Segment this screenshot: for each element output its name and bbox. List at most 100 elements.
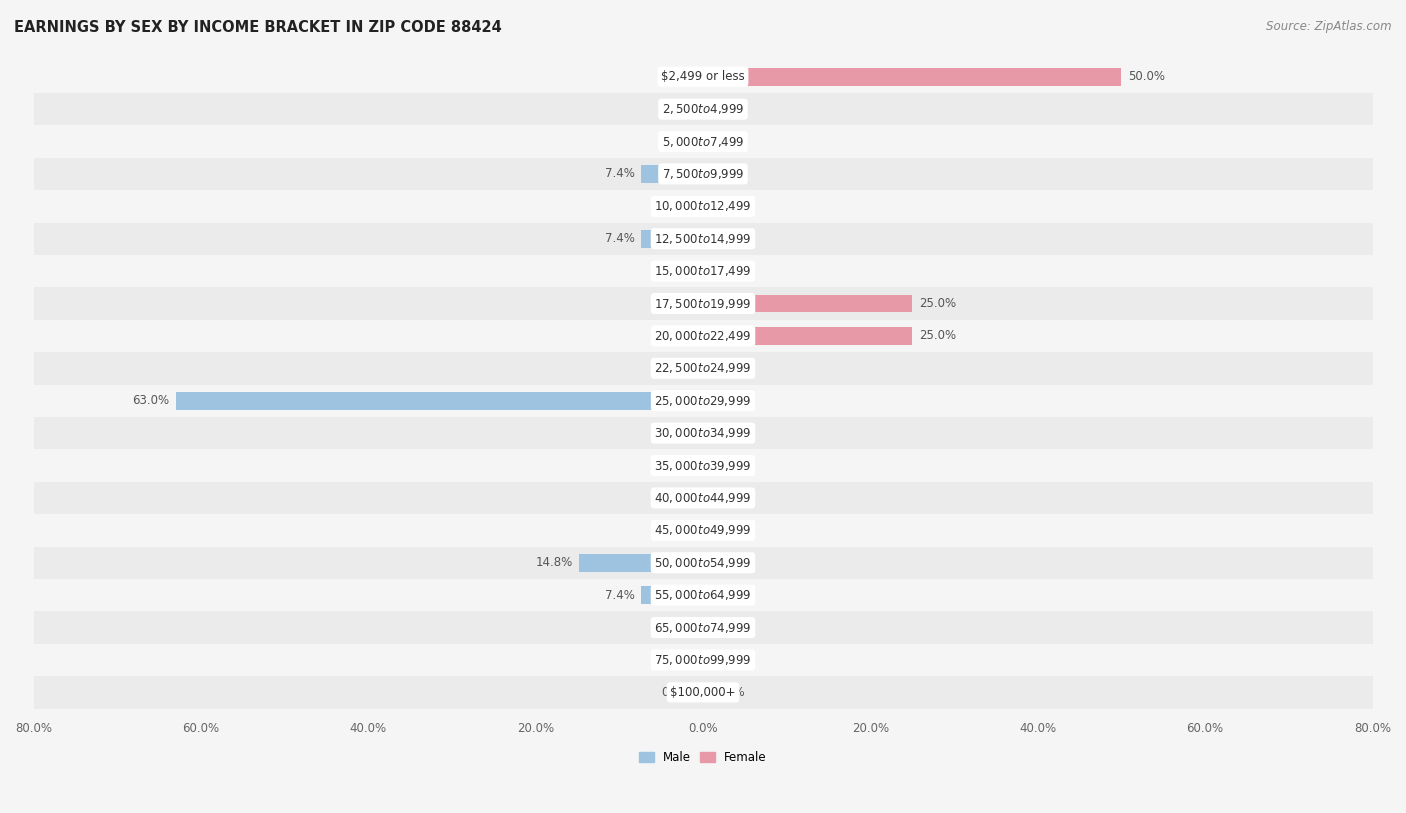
Bar [34,450,1372,482]
Text: $65,000 to $74,999: $65,000 to $74,999 [654,620,752,635]
Legend: Male, Female: Male, Female [634,746,772,768]
Bar [699,198,703,215]
Text: 0.0%: 0.0% [716,264,745,277]
Text: 0.0%: 0.0% [661,200,690,213]
Text: $15,000 to $17,499: $15,000 to $17,499 [654,264,752,278]
Text: 25.0%: 25.0% [920,297,956,310]
Bar [703,392,707,410]
Bar [699,294,703,312]
Text: $7,500 to $9,999: $7,500 to $9,999 [662,167,744,181]
Bar [699,489,703,506]
Bar [34,255,1372,287]
Bar [703,359,707,377]
Bar [703,554,707,572]
Bar [34,514,1372,546]
Text: $10,000 to $12,499: $10,000 to $12,499 [654,199,752,213]
Text: 0.0%: 0.0% [716,394,745,407]
Bar [703,586,707,604]
Bar [176,392,703,410]
Text: 0.0%: 0.0% [716,135,745,148]
Text: $25,000 to $29,999: $25,000 to $29,999 [654,393,752,408]
Text: $35,000 to $39,999: $35,000 to $39,999 [654,459,752,472]
Bar [703,263,707,280]
Text: 0.0%: 0.0% [716,167,745,180]
Text: $17,500 to $19,999: $17,500 to $19,999 [654,297,752,311]
Bar [34,60,1372,93]
Text: EARNINGS BY SEX BY INCOME BRACKET IN ZIP CODE 88424: EARNINGS BY SEX BY INCOME BRACKET IN ZIP… [14,20,502,35]
Text: 0.0%: 0.0% [661,70,690,83]
Text: 0.0%: 0.0% [716,200,745,213]
Text: $55,000 to $64,999: $55,000 to $64,999 [654,588,752,602]
Text: 0.0%: 0.0% [716,362,745,375]
Text: $12,500 to $14,999: $12,500 to $14,999 [654,232,752,246]
Bar [699,67,703,85]
Bar [699,359,703,377]
Bar [703,327,912,345]
Bar [699,651,703,669]
Bar [703,165,707,183]
Bar [703,489,707,506]
Text: 0.0%: 0.0% [716,654,745,667]
Bar [703,424,707,442]
Bar [34,190,1372,223]
Bar [699,327,703,345]
Bar [34,158,1372,190]
Bar [703,619,707,637]
Bar [703,133,707,150]
Bar [641,230,703,248]
Text: 0.0%: 0.0% [661,686,690,699]
Text: 63.0%: 63.0% [132,394,169,407]
Text: 0.0%: 0.0% [661,264,690,277]
Bar [34,125,1372,158]
Text: $50,000 to $54,999: $50,000 to $54,999 [654,556,752,570]
Bar [34,287,1372,320]
Text: 7.4%: 7.4% [605,233,634,246]
Text: 0.0%: 0.0% [716,459,745,472]
Text: 0.0%: 0.0% [661,654,690,667]
Text: $20,000 to $22,499: $20,000 to $22,499 [654,329,752,343]
Bar [703,230,707,248]
Bar [703,457,707,475]
Bar [641,586,703,604]
Text: 0.0%: 0.0% [716,686,745,699]
Text: 0.0%: 0.0% [716,102,745,115]
Text: $2,500 to $4,999: $2,500 to $4,999 [662,102,744,116]
Text: 0.0%: 0.0% [661,524,690,537]
Bar [699,457,703,475]
Text: 0.0%: 0.0% [661,297,690,310]
Text: 0.0%: 0.0% [661,362,690,375]
Text: 0.0%: 0.0% [661,459,690,472]
Text: $22,500 to $24,999: $22,500 to $24,999 [654,361,752,376]
Text: $30,000 to $34,999: $30,000 to $34,999 [654,426,752,440]
Text: 0.0%: 0.0% [716,589,745,602]
Bar [34,417,1372,450]
Text: 0.0%: 0.0% [661,329,690,342]
Text: Source: ZipAtlas.com: Source: ZipAtlas.com [1267,20,1392,33]
Bar [703,521,707,539]
Bar [34,320,1372,352]
Bar [699,424,703,442]
Bar [34,676,1372,709]
Bar [34,93,1372,125]
Text: 7.4%: 7.4% [605,167,634,180]
Bar [34,352,1372,385]
Bar [703,294,912,312]
Bar [699,684,703,702]
Bar [703,198,707,215]
Bar [703,100,707,118]
Bar [34,546,1372,579]
Bar [699,521,703,539]
Text: 7.4%: 7.4% [605,589,634,602]
Bar [699,100,703,118]
Bar [34,385,1372,417]
Bar [699,133,703,150]
Bar [34,223,1372,255]
Text: $2,499 or less: $2,499 or less [661,70,745,83]
Bar [34,611,1372,644]
Bar [579,554,703,572]
Bar [699,619,703,637]
Text: 0.0%: 0.0% [716,621,745,634]
Text: $45,000 to $49,999: $45,000 to $49,999 [654,524,752,537]
Text: 14.8%: 14.8% [536,556,572,569]
Bar [34,482,1372,514]
